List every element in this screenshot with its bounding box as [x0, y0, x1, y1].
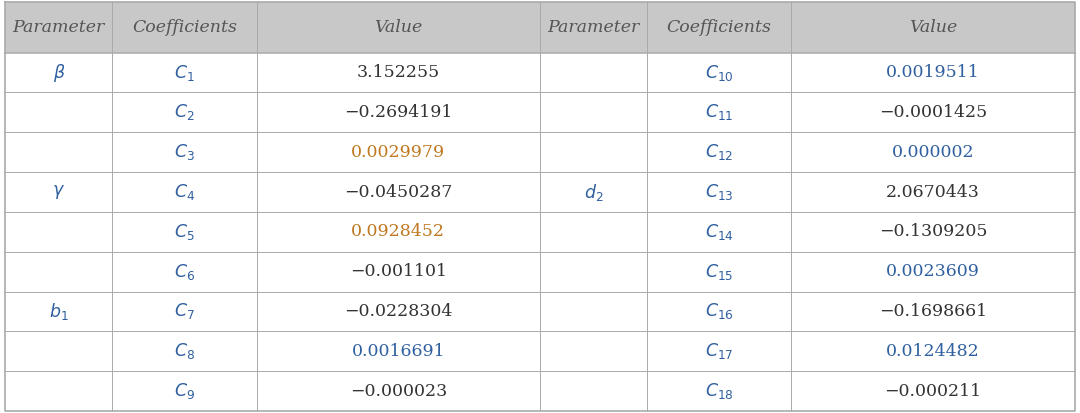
- Text: Coefficients: Coefficients: [132, 19, 237, 36]
- Text: 3.152255: 3.152255: [356, 64, 440, 81]
- Bar: [5, 331, 1075, 371]
- Text: $b_{1}$: $b_{1}$: [49, 301, 69, 322]
- Text: $C_{16}$: $C_{16}$: [704, 301, 733, 321]
- Bar: [5, 2, 1075, 53]
- Text: Parameter: Parameter: [13, 19, 105, 36]
- Text: $C_{12}$: $C_{12}$: [705, 142, 733, 162]
- Bar: [5, 132, 1075, 172]
- Bar: [5, 371, 1075, 411]
- Text: −0.001101: −0.001101: [350, 263, 447, 280]
- Bar: [5, 93, 1075, 132]
- Text: Coefficients: Coefficients: [666, 19, 771, 36]
- Text: $C_{1}$: $C_{1}$: [174, 63, 194, 83]
- Text: $C_{18}$: $C_{18}$: [705, 381, 733, 401]
- Bar: [5, 252, 1075, 292]
- Text: −0.0450287: −0.0450287: [345, 183, 453, 200]
- Text: $C_{9}$: $C_{9}$: [174, 381, 195, 401]
- Text: 0.0019511: 0.0019511: [886, 64, 980, 81]
- Text: −0.2694191: −0.2694191: [345, 104, 453, 121]
- Bar: [5, 292, 1075, 331]
- Text: $C_{7}$: $C_{7}$: [174, 301, 194, 321]
- Bar: [5, 212, 1075, 252]
- Text: −0.0001425: −0.0001425: [879, 104, 987, 121]
- Text: $C_{10}$: $C_{10}$: [705, 63, 733, 83]
- Text: 0.0124482: 0.0124482: [886, 343, 980, 360]
- Text: $C_{17}$: $C_{17}$: [705, 341, 733, 361]
- Bar: [5, 172, 1075, 212]
- Text: −0.000211: −0.000211: [885, 382, 982, 399]
- Text: 2.0670443: 2.0670443: [886, 183, 980, 200]
- Text: 0.0016691: 0.0016691: [351, 343, 445, 360]
- Text: $C_{2}$: $C_{2}$: [174, 102, 194, 122]
- Text: Value: Value: [908, 19, 957, 36]
- Text: $γ$: $γ$: [52, 183, 66, 201]
- Text: Value: Value: [374, 19, 422, 36]
- Text: −0.000023: −0.000023: [350, 382, 447, 399]
- Text: $d_{2}$: $d_{2}$: [583, 181, 604, 202]
- Text: $β$: $β$: [53, 62, 65, 83]
- Text: $C_{4}$: $C_{4}$: [174, 182, 195, 202]
- Text: 0.0023609: 0.0023609: [886, 263, 980, 280]
- Bar: [5, 53, 1075, 93]
- Text: $C_{3}$: $C_{3}$: [174, 142, 194, 162]
- Text: 0.0928452: 0.0928452: [351, 223, 445, 240]
- Text: −0.1698661: −0.1698661: [879, 303, 987, 320]
- Text: $C_{5}$: $C_{5}$: [174, 222, 194, 242]
- Text: $C_{13}$: $C_{13}$: [705, 182, 733, 202]
- Text: $C_{15}$: $C_{15}$: [705, 261, 733, 282]
- Text: $C_{6}$: $C_{6}$: [174, 261, 195, 282]
- Text: $C_{11}$: $C_{11}$: [705, 102, 733, 122]
- Text: $C_{8}$: $C_{8}$: [174, 341, 195, 361]
- Text: $C_{14}$: $C_{14}$: [704, 222, 733, 242]
- Text: 0.0029979: 0.0029979: [351, 144, 445, 161]
- Text: −0.0228304: −0.0228304: [345, 303, 453, 320]
- Text: Parameter: Parameter: [548, 19, 639, 36]
- Text: 0.000002: 0.000002: [892, 144, 974, 161]
- Text: −0.1309205: −0.1309205: [879, 223, 987, 240]
